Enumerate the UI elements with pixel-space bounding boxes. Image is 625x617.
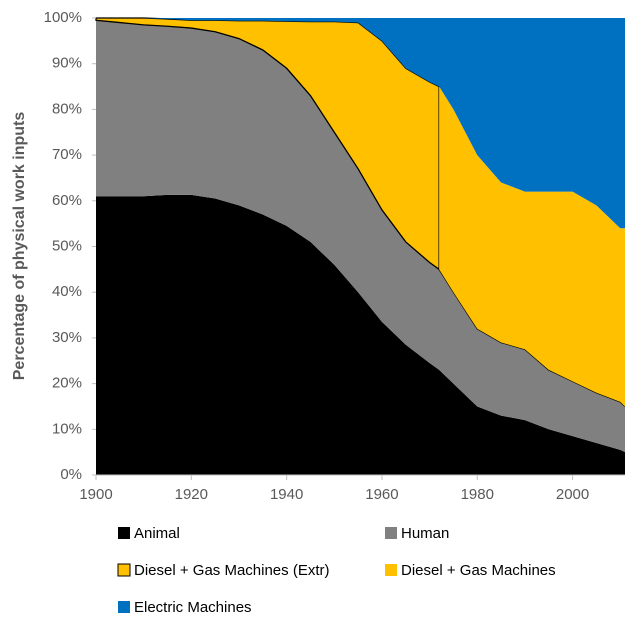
legend-label: Diesel + Gas Machines (Extr) xyxy=(134,562,329,579)
legend-swatch xyxy=(385,527,397,539)
area xyxy=(96,194,625,475)
legend-label: Human xyxy=(401,525,449,542)
y-tick-label: 20% xyxy=(52,375,82,392)
legend-label: Diesel + Gas Machines xyxy=(401,562,556,579)
legend-swatch xyxy=(117,563,131,577)
y-tick-label: 80% xyxy=(52,100,82,117)
x-tick-label: 1900 xyxy=(79,486,112,503)
area xyxy=(96,18,625,229)
legend-swatch xyxy=(385,564,397,576)
legend-swatch xyxy=(118,527,130,539)
y-tick-label: 70% xyxy=(52,146,82,163)
x-tick-label: 1940 xyxy=(270,486,303,503)
area xyxy=(96,18,625,407)
x-tick-label: 2000 xyxy=(556,486,589,503)
x-tick-label: 1920 xyxy=(175,486,208,503)
legend-label: Animal xyxy=(134,525,180,542)
legend-label: Electric Machines xyxy=(134,599,252,616)
y-tick-label: 60% xyxy=(52,192,82,209)
area xyxy=(96,20,625,453)
y-tick-label: 100% xyxy=(44,9,82,26)
y-tick-label: 30% xyxy=(52,329,82,346)
y-tick-label: 0% xyxy=(60,466,82,483)
legend-swatch xyxy=(118,601,130,613)
y-tick-label: 10% xyxy=(52,420,82,437)
x-tick-label: 1980 xyxy=(461,486,494,503)
x-tick-label: 1960 xyxy=(365,486,398,503)
y-axis-label: Percentage of physical work inputs xyxy=(11,112,28,381)
y-tick-label: 40% xyxy=(52,283,82,300)
y-tick-label: 50% xyxy=(52,237,82,254)
y-tick-label: 90% xyxy=(52,55,82,72)
